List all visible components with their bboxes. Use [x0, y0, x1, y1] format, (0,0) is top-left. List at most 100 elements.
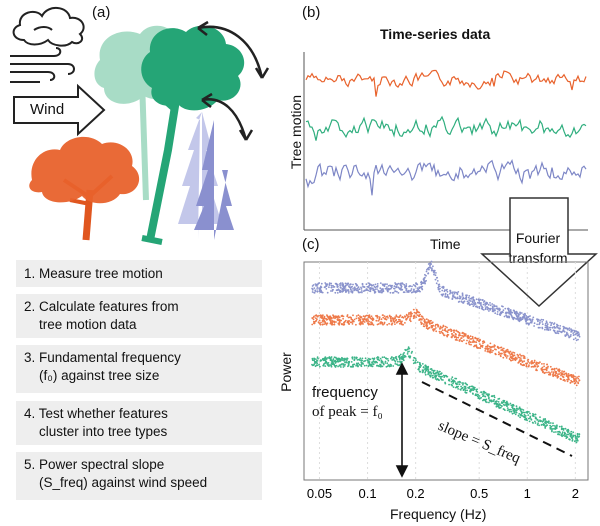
spectrum-point	[338, 316, 341, 319]
spectrum-point	[499, 406, 502, 409]
spectrum-point	[492, 310, 495, 313]
spectrum-point	[541, 327, 544, 330]
spectrum-point	[505, 357, 508, 359]
spectrum-point	[460, 385, 462, 388]
spectrum-point	[493, 308, 496, 310]
spectrum-point	[335, 364, 338, 367]
spectrum-point	[517, 356, 519, 358]
spectrum-point	[463, 334, 466, 337]
green-motion-line	[305, 115, 587, 141]
spectrum-point	[311, 291, 314, 293]
spectrum-point	[367, 286, 370, 289]
peak-height-arrow-icon	[395, 362, 409, 478]
spectrum-point	[480, 391, 483, 394]
spectrum-point	[357, 358, 360, 361]
spectrum-point	[318, 282, 321, 284]
spectrum-point	[408, 347, 410, 350]
spectrum-point	[536, 318, 539, 321]
spectrum-point	[558, 327, 561, 329]
spectrum-point	[552, 323, 555, 326]
spectrum-point	[431, 374, 434, 377]
peak-text-line-2: of peak = f₀	[312, 404, 383, 420]
spectrum-point	[484, 307, 487, 309]
panel-b-xlabel: Time	[430, 236, 461, 252]
spectrum-point	[435, 372, 437, 374]
spectrum-point	[502, 399, 505, 402]
spectrum-point	[496, 311, 499, 313]
spectrum-point	[429, 267, 432, 269]
spectrum-point	[330, 290, 332, 292]
spectrum-point	[351, 364, 354, 366]
spectrum-point	[549, 328, 552, 331]
spectrum-point	[561, 370, 563, 372]
spectrum-point	[542, 370, 544, 373]
spectrum-point	[435, 272, 437, 274]
spectrum-point	[552, 424, 554, 427]
spectrum-point	[409, 290, 412, 292]
spectrum-point	[458, 340, 461, 342]
spectrum-point	[498, 397, 501, 400]
spectrum-point	[568, 336, 570, 339]
spectrum-point	[491, 351, 493, 354]
spectrum-point	[484, 347, 487, 350]
spectrum-point	[556, 332, 559, 334]
spectrum-point	[360, 316, 363, 319]
spectrum-point	[560, 330, 562, 333]
spectrum-point	[545, 369, 548, 372]
spectrum-point	[347, 362, 350, 365]
spectrum-point	[527, 315, 530, 318]
spectrum-point	[444, 329, 446, 332]
spectrum-point	[455, 333, 457, 336]
spectrum-point	[557, 373, 559, 376]
spectrum-point	[482, 301, 485, 303]
spectrum-point	[506, 409, 509, 412]
spectrum-point	[314, 314, 317, 317]
spectrum-point	[569, 335, 572, 338]
spectrum-point	[533, 359, 536, 362]
spectrum-point	[316, 286, 319, 288]
spectrum-point	[494, 305, 496, 308]
spectrum-point	[341, 282, 344, 284]
spectrum-point	[553, 325, 556, 328]
spectrum-point	[519, 414, 522, 416]
spectrum-point	[339, 284, 341, 287]
spectrum-point	[462, 383, 464, 386]
spectrum-point	[482, 303, 485, 306]
spectrum-point	[519, 359, 522, 362]
spectrum-point	[508, 358, 511, 361]
spectrum-point	[492, 345, 494, 348]
spectrum-point	[389, 315, 391, 318]
spectrum-point	[401, 316, 403, 319]
spectrum-point	[544, 420, 547, 422]
spectrum-point	[564, 335, 567, 337]
spectrum-point	[418, 286, 421, 289]
spectrum-point	[338, 289, 340, 292]
spectrum-point	[455, 377, 458, 380]
spectrum-point	[509, 313, 511, 315]
spectrum-point	[376, 323, 379, 326]
spectrum-point	[469, 297, 472, 300]
spectrum-point	[567, 375, 570, 378]
spectrum-point	[488, 399, 491, 402]
spectrum-point	[553, 427, 556, 430]
spectrum-point	[526, 419, 528, 422]
spectrum-point	[398, 287, 401, 290]
spectrum-point	[462, 297, 464, 300]
spectrum-point	[528, 364, 530, 367]
spectrum-point	[355, 364, 357, 367]
spectrum-point	[377, 289, 380, 292]
spectrum-point	[481, 306, 484, 309]
spectrum-point	[554, 374, 557, 377]
spectrum-point	[510, 353, 513, 356]
spectrum-point	[425, 279, 427, 282]
spectrum-point	[315, 358, 317, 360]
spectrum-point	[520, 411, 523, 413]
spectrum-point	[394, 317, 396, 320]
spectrum-point	[397, 360, 399, 363]
spectrum-point	[549, 422, 552, 424]
spectrum-point	[479, 347, 482, 350]
spectrum-point	[530, 418, 533, 420]
spectrum-point	[513, 411, 516, 414]
spectrum-point	[556, 324, 559, 327]
spectrum-point	[540, 424, 543, 426]
